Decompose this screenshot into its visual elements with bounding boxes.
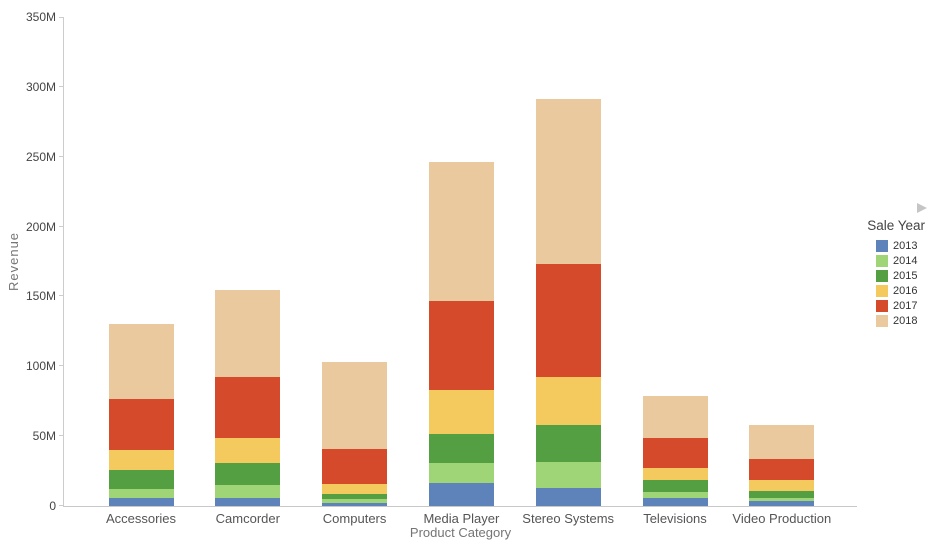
y-axis-tick-mark <box>59 85 64 87</box>
y-axis-tick-label: 100M <box>25 359 56 374</box>
bar-segment-2016[interactable] <box>322 483 388 495</box>
legend: Sale Year 2013 2014 2015 2016 2017 2018 <box>856 200 928 328</box>
plot-area: Product Category 0 50M 100M 150M 200M 250M 300… <box>26 10 857 540</box>
bar-televisions <box>642 17 708 506</box>
y-axis-tick-label: 250M <box>25 149 56 164</box>
bar-segment-2017[interactable] <box>535 263 601 377</box>
bar-segment-2016[interactable] <box>108 450 174 471</box>
bar-segment-2018[interactable] <box>322 362 388 450</box>
bar-segment-2017[interactable] <box>428 301 494 391</box>
x-axis-category-label: Accessories <box>105 511 177 526</box>
bar-segment-2017[interactable] <box>215 377 281 438</box>
bar-segment-2013[interactable] <box>428 482 494 506</box>
bar-segment-2018[interactable] <box>749 424 815 459</box>
legend-swatch-icon <box>876 239 888 252</box>
bar-segment-2013[interactable] <box>215 497 281 506</box>
y-axis-tick-mark <box>59 365 64 367</box>
legend-item-label: 2018 <box>893 314 918 327</box>
bar-segment-2016[interactable] <box>749 480 815 491</box>
legend-item-label: 2014 <box>893 254 918 267</box>
bar-stereo-systems <box>535 17 601 506</box>
bar-segment-2015[interactable] <box>749 490 815 498</box>
x-axis-category-label: Media Player <box>423 511 500 526</box>
bar-camcorder <box>215 17 281 506</box>
legend-title: Sale Year <box>867 218 925 233</box>
legend-item-label: 2017 <box>893 299 918 312</box>
y-axis-tick-label: 200M <box>25 219 56 234</box>
y-axis-tick-label: 300M <box>25 79 56 94</box>
bar-segment-2018[interactable] <box>108 323 174 400</box>
bar-segment-2018[interactable] <box>535 98 601 264</box>
bar-segment-2015[interactable] <box>428 434 494 463</box>
y-axis-tick-mark <box>59 435 64 437</box>
legend-item-2017[interactable]: 2017 <box>876 298 928 313</box>
legend-item-label: 2013 <box>893 239 918 252</box>
bar-segment-2017[interactable] <box>749 458 815 481</box>
legend-item-label: 2016 <box>893 284 918 297</box>
legend-item-2015[interactable]: 2015 <box>876 268 928 283</box>
bar-media-player <box>428 17 494 506</box>
y-axis-tick-label: 350M <box>25 10 56 24</box>
y-axis-tick-mark <box>59 225 64 227</box>
bar-segment-2014[interactable] <box>535 462 601 488</box>
bar-segment-2018[interactable] <box>428 162 494 302</box>
x-axis-title: Product Category <box>409 525 512 540</box>
x-axis-category-label: Computers <box>322 511 387 526</box>
legend-items: 2013 2014 2015 2016 2017 2018 <box>856 238 928 328</box>
y-axis-tick-mark <box>59 155 64 157</box>
x-axis-category-label: Video Production <box>732 511 832 526</box>
legend-swatch-icon <box>876 314 888 327</box>
bar-segment-2018[interactable] <box>215 290 281 378</box>
bar-segment-2017[interactable] <box>642 438 708 468</box>
x-axis-category-label: Camcorder <box>215 511 280 526</box>
bar-segment-2018[interactable] <box>642 396 708 439</box>
bar-segment-2013[interactable] <box>322 503 388 506</box>
bar-segment-2014[interactable] <box>642 492 708 498</box>
bar-segment-2014[interactable] <box>749 497 815 502</box>
legend-swatch-icon <box>876 284 888 297</box>
legend-swatch-icon <box>876 254 888 267</box>
legend-item-label: 2015 <box>893 269 918 282</box>
bar-segment-2015[interactable] <box>642 480 708 493</box>
legend-item-2014[interactable]: 2014 <box>876 253 928 268</box>
bar-segment-2017[interactable] <box>108 399 174 451</box>
bar-segment-2017[interactable] <box>322 449 388 484</box>
x-axis-category-label: Televisions <box>643 511 707 526</box>
y-axis-tick-label: 50M <box>32 429 56 444</box>
y-axis-tick-label: 0 <box>49 499 56 513</box>
bar-segment-2013[interactable] <box>749 501 815 506</box>
bar-segment-2016[interactable] <box>215 437 281 463</box>
bar-segment-2014[interactable] <box>428 462 494 483</box>
y-axis-tick-label: 150M <box>25 289 56 304</box>
y-axis-tick-mark <box>59 505 64 506</box>
bar-segment-2016[interactable] <box>535 376 601 425</box>
bar-segment-2013[interactable] <box>108 498 174 506</box>
x-axis-category-label: Stereo Systems <box>522 511 615 526</box>
bar-accessories <box>108 17 174 506</box>
legend-scroll-right-icon[interactable] <box>917 203 927 213</box>
bar-segment-2015[interactable] <box>108 470 174 489</box>
y-axis-tick-mark <box>59 17 64 18</box>
bar-video-production <box>749 17 815 506</box>
y-axis-tick-mark <box>59 295 64 297</box>
bar-segment-2015[interactable] <box>215 462 281 486</box>
legend-item-2016[interactable]: 2016 <box>876 283 928 298</box>
bar-segment-2014[interactable] <box>322 499 388 504</box>
legend-item-2013[interactable]: 2013 <box>876 238 928 253</box>
legend-swatch-icon <box>876 269 888 282</box>
bar-segment-2013[interactable] <box>642 497 708 506</box>
bar-segment-2014[interactable] <box>215 485 281 498</box>
bar-computers <box>322 17 388 506</box>
bar-segment-2015[interactable] <box>535 424 601 462</box>
legend-swatch-icon <box>876 299 888 312</box>
bar-segment-2014[interactable] <box>108 488 174 499</box>
bar-segment-2015[interactable] <box>322 494 388 500</box>
bar-segment-2013[interactable] <box>535 487 601 506</box>
bar-segment-2016[interactable] <box>428 390 494 435</box>
bar-segment-2016[interactable] <box>642 467 708 481</box>
legend-item-2018[interactable]: 2018 <box>876 313 928 328</box>
